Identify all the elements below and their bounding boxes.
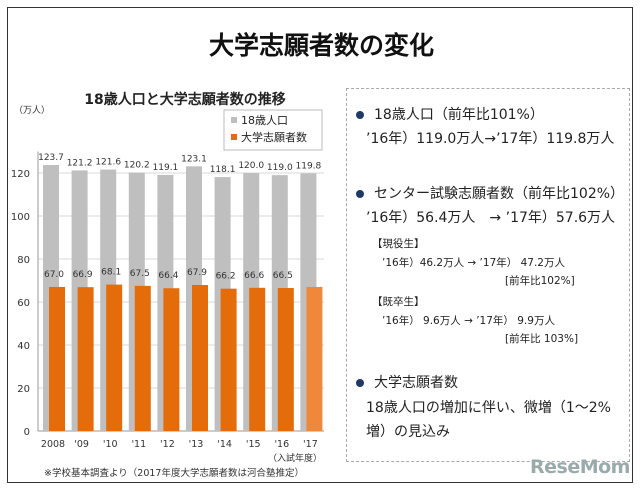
sub-ratio: [前年比102%] [505,275,575,287]
data-label-population: 120.2 [124,161,150,171]
x-tick-label: '15 [246,439,261,450]
x-tick-label: '17 [303,439,318,450]
data-label-population: 123.7 [38,153,64,163]
x-tick-label: '16 [274,439,289,450]
x-tick-label: '14 [217,439,232,450]
source-note: ※学校基本調査より（2017年度大学志願者数は河合塾推定） [44,467,304,479]
data-label-population: 121.2 [67,158,93,168]
data-label-applicants: 68.1 [101,268,121,278]
x-tick-label: '13 [189,439,204,450]
data-label-applicants: 66.9 [73,270,93,280]
bullet-icon [356,190,364,198]
bullet-icon [356,111,364,119]
data-label-applicants: 66.2 [216,272,236,282]
summary-panel [346,88,630,462]
sub-line: ’16年）46.2万人 → ’17年） 47.2万人 [382,257,565,269]
data-label-population: 119.8 [296,161,322,171]
chart-title: 18歳人口と大学志願者数の推移 [84,91,285,108]
bar-applicants [77,287,94,431]
item-heading: 18歳人口（前年比101%） [374,107,544,123]
y-tick-label: 120 [11,169,30,180]
item-applicants: 大学志願者数 [356,372,458,392]
slide-border [7,7,633,483]
bar-applicants [49,286,65,431]
y-tick-label: 20 [17,384,30,395]
bar-applicants [134,285,151,431]
sub-label: 【既卒生】 [372,296,425,308]
y-tick-label: 100 [11,212,30,223]
x-tick-label: '11 [131,439,146,450]
data-label-population: 120.0 [238,161,264,171]
sub-label: 【現役生】 [372,238,425,250]
x-tick-label: '09 [74,439,89,450]
item-heading: センター試験志願者数（前年比102%） [374,186,625,202]
legend-label-applicants: 大学志願者数 [241,130,307,144]
x-tick-label: '10 [103,439,118,450]
x-tick-label: 2008 [41,439,65,450]
item-line: 増）の見込み [366,424,450,440]
item-line: ’16年）56.4万人 → ’17年）57.6万人 [366,210,616,226]
data-label-applicants: 66.5 [273,271,293,281]
item-center-exam: センター試験志願者数（前年比102%） [356,183,624,203]
data-label-population: 123.1 [181,154,207,164]
data-label-applicants: 67.0 [44,270,64,280]
legend-label-population: 18歳人口 [241,114,288,127]
item-population: 18歳人口（前年比101%） [356,104,544,124]
data-label-applicants: 67.9 [187,268,207,278]
data-label-population: 121.6 [95,158,121,168]
legend-swatch-population [231,117,237,123]
bar-applicants [192,285,208,431]
data-label-applicants: 66.4 [158,271,178,281]
data-label-population: 118.1 [210,165,236,175]
legend: 18歳人口 大学志願者数 [223,109,323,151]
item-line: 18歳人口の増加に伴い、微増（1～2% [366,400,611,416]
bar-applicants [277,288,294,431]
y-tick-label: 60 [17,298,30,309]
resemom-logo: ReseMom [530,456,630,478]
item-line: ’16年）119.0万人→’17年）119.8万人 [366,131,615,147]
sub-ratio: [前年比 103%] [505,333,579,345]
x-axis-label: （入試年度） [268,452,322,464]
bar-applicants [163,288,180,431]
legend-swatch-applicants [231,134,237,140]
x-tick-label: '12 [160,439,175,450]
bar-applicants [249,287,266,431]
bar-applicants [306,286,323,431]
data-label-applicants: 66.6 [244,271,264,281]
bar-applicants [220,288,237,431]
bar-applicants [106,284,123,431]
y-tick-label: 80 [17,255,30,266]
bullet-icon [356,379,364,387]
y-axis-unit: （万人） [14,105,50,116]
item-heading: 大学志願者数 [374,375,458,391]
slide-title: 大学志願者数の変化 [208,31,434,60]
data-label-population: 119.1 [153,163,179,173]
y-tick-label: 0 [24,427,30,438]
sub-line: ’16年） 9.6万人 → ’17年） 9.9万人 [382,315,555,327]
data-label-population: 119.0 [267,163,293,173]
data-label-applicants: 67.5 [130,269,150,279]
y-tick-label: 40 [17,341,30,352]
